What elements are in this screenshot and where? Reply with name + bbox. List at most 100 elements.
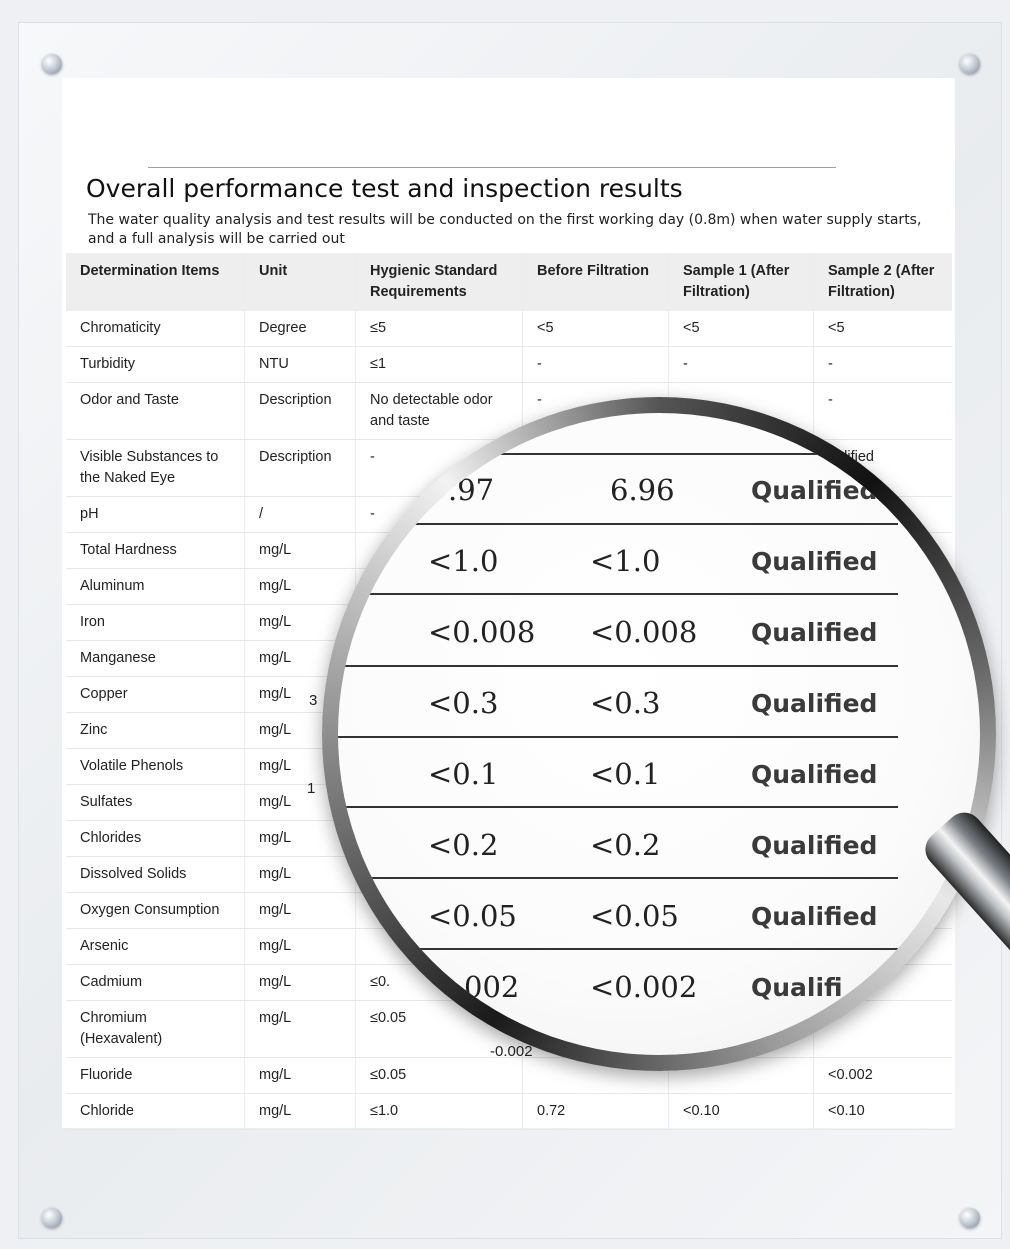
table-cell-item: Chromium (Hexavalent) xyxy=(66,1000,245,1058)
table-cell-item: Sulfates xyxy=(66,784,245,821)
magnifier-result-label: Qualified xyxy=(751,547,878,576)
table-cell-s2: - xyxy=(813,382,952,440)
table-cell-std: ≤0.05 xyxy=(355,1057,523,1094)
magnifier-before-value: <0.05 xyxy=(428,899,517,933)
partial-value: -0.002 xyxy=(490,1043,533,1060)
table-cell-item: Arsenic xyxy=(66,928,245,965)
table-cell-s2: - xyxy=(813,346,952,383)
table-cell-item: Cadmium xyxy=(66,964,245,1001)
table-cell-std: ≤5 xyxy=(355,311,523,347)
column-header: Hygienic Standard Requirements xyxy=(355,253,523,311)
column-header: Sample 2 (After Filtration) xyxy=(813,253,952,311)
table-cell-unit: Description xyxy=(244,439,356,497)
table-cell-item: Visible Substances to the Naked Eye xyxy=(66,439,245,497)
table-row: Chloride mg/L ≤1.0 0.72 <0.10 <0.10 xyxy=(66,1093,952,1130)
magnifier-result-label: Qualified xyxy=(751,689,878,718)
table-cell-item: Oxygen Consumption xyxy=(66,892,245,929)
table-cell-item: Manganese xyxy=(66,640,245,677)
magnifier-after-value: <0.1 xyxy=(590,757,661,791)
table-cell-unit: mg/L xyxy=(244,532,356,569)
table-cell-unit: NTU xyxy=(244,346,356,383)
table-cell-unit: mg/L xyxy=(244,1000,356,1058)
magnifier-after-value: <0.008 xyxy=(590,615,698,649)
magnifier-row-rule xyxy=(338,877,898,879)
table-cell-unit: mg/L xyxy=(244,928,356,965)
table-cell-s1: <0.10 xyxy=(668,1093,814,1130)
table-cell-item: Copper xyxy=(66,676,245,713)
column-header: Sample 1 (After Filtration) xyxy=(668,253,814,311)
table-cell-item: Chlorides xyxy=(66,820,245,857)
magnifier-result-label: Qualified xyxy=(751,760,878,789)
magnifier-after-value: <0.3 xyxy=(590,686,661,720)
magnifier-before-value: <0.3 xyxy=(428,686,499,720)
table-cell-unit: mg/L xyxy=(244,1057,356,1094)
table-row: Chromaticity Degree ≤5 <5 <5 <5 xyxy=(66,311,952,347)
page-subtitle: The water quality analysis and test resu… xyxy=(88,212,922,247)
magnifier-result-label: Qualifi xyxy=(751,973,843,1002)
table-cell-unit: Degree xyxy=(244,311,356,347)
magnifier-before-value: <1.0 xyxy=(428,544,499,578)
table-row: Turbidity NTU ≤1- - - xyxy=(66,346,952,383)
table-cell-unit: mg/L xyxy=(244,856,356,893)
magnifier-result-label: Qualified xyxy=(751,902,878,931)
column-header: Unit xyxy=(244,253,356,311)
screw-icon xyxy=(960,1208,980,1228)
table-cell-s1: <5 xyxy=(668,311,814,347)
page-title: Overall performance test and inspection … xyxy=(86,174,683,203)
table-cell-before: 0.72 xyxy=(522,1093,669,1130)
magnifier-before-value: 002 xyxy=(464,970,520,1004)
partial-value: 3 xyxy=(309,692,318,709)
table-cell-item: Zinc xyxy=(66,712,245,749)
partial-value: 1 xyxy=(307,780,316,797)
table-cell-item: pH xyxy=(66,496,245,533)
table-cell-std: No detectable odor and taste xyxy=(355,382,523,440)
table-cell-item: Iron xyxy=(66,604,245,641)
magnifier-after-value: <0.2 xyxy=(590,828,661,862)
table-cell-s1: - xyxy=(668,346,814,383)
magnifier-before-value: <0.1 xyxy=(428,757,499,791)
magnifier-row-rule xyxy=(338,736,898,738)
magnifier-before-value: <0.008 xyxy=(428,615,536,649)
table-cell-item: Chloride xyxy=(66,1093,245,1130)
magnifier-after-value: <1.0 xyxy=(590,544,661,578)
table-cell-item: Dissolved Solids xyxy=(66,856,245,893)
table-cell-unit: mg/L xyxy=(244,964,356,1001)
table-cell-item: Fluoride xyxy=(66,1057,245,1094)
magnifier-result-label: Qualified xyxy=(751,618,878,647)
magnifier-result-label: Qualified xyxy=(751,476,878,505)
table-cell-before: <5 xyxy=(522,311,669,347)
table-cell-unit: Description xyxy=(244,382,356,440)
magnifier-row-rule xyxy=(338,593,898,595)
table-cell-before: - xyxy=(522,346,669,383)
column-header: Determination Items xyxy=(66,253,245,311)
magnifier-before-value: <0.2 xyxy=(428,828,499,862)
magnifier-before-value: .97 xyxy=(448,473,495,507)
table-cell-unit: / xyxy=(244,496,356,533)
screw-icon xyxy=(42,1208,62,1228)
table-cell-unit: mg/L xyxy=(244,892,356,929)
table-cell-unit: mg/L xyxy=(244,1093,356,1130)
table-cell-s2: <0.10 xyxy=(813,1093,952,1130)
magnifier-row-rule xyxy=(338,665,898,667)
magnifier-after-value: <0.05 xyxy=(590,899,679,933)
magnifier-lens: .97 6.96 Qualified <1.0 <1.0 Qualified <0.008 <… xyxy=(338,413,980,1055)
table-header-row: Determination Items Unit Hygienic Standa… xyxy=(66,253,952,311)
table-cell-std: ≤1.0 xyxy=(355,1093,523,1130)
magnifier-after-value: <0.002 xyxy=(590,970,698,1004)
screw-icon xyxy=(42,54,62,74)
column-header: Before Filtration xyxy=(522,253,669,311)
table-cell-item: Chromaticity xyxy=(66,311,245,347)
table-cell-unit: mg/L xyxy=(244,568,356,605)
table-cell-std: ≤1 xyxy=(355,346,523,383)
table-cell-item: Turbidity xyxy=(66,346,245,383)
magnifier-row-rule xyxy=(338,806,898,808)
magnifier-result-label: Qualified xyxy=(751,831,878,860)
table-cell-unit: mg/L xyxy=(244,820,356,857)
magnifier-row-rule xyxy=(338,523,898,525)
magnifier-after-value: 6.96 xyxy=(610,473,675,507)
table-cell-item: Odor and Taste xyxy=(66,382,245,440)
magnifier-row-rule xyxy=(338,453,898,455)
table-cell-s2: <0.002 xyxy=(813,1057,952,1094)
table-cell-item: Total Hardness xyxy=(66,532,245,569)
table-cell-s2: <5 xyxy=(813,311,952,347)
